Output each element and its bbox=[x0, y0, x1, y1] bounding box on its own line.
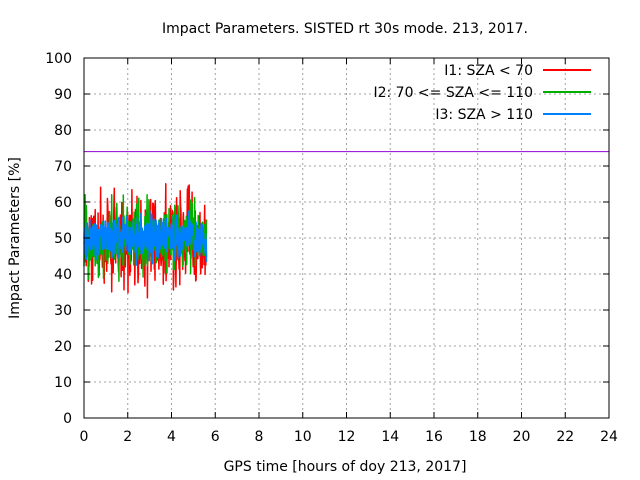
x-tick-label: 8 bbox=[255, 429, 264, 445]
y-tick-label: 40 bbox=[54, 267, 72, 283]
y-tick-label: 30 bbox=[54, 303, 72, 319]
x-tick-label: 14 bbox=[381, 429, 399, 445]
x-tick-label: 4 bbox=[167, 429, 176, 445]
x-tick-label: 0 bbox=[80, 429, 89, 445]
y-tick-label: 50 bbox=[54, 231, 72, 247]
y-tick-label: 70 bbox=[54, 159, 72, 175]
x-tick-label: 6 bbox=[211, 429, 220, 445]
legend-label-1: I1: SZA < 70 bbox=[444, 63, 533, 79]
x-tick-label: 20 bbox=[513, 429, 531, 445]
series-layer bbox=[83, 183, 208, 299]
x-tick-label: 22 bbox=[556, 429, 574, 445]
x-tick-label: 16 bbox=[425, 429, 443, 445]
x-tick-label: 18 bbox=[469, 429, 487, 445]
y-tick-label: 0 bbox=[63, 411, 72, 427]
y-tick-label: 80 bbox=[54, 123, 72, 139]
y-tick-label: 60 bbox=[54, 195, 72, 211]
x-tick-label: 2 bbox=[123, 429, 132, 445]
series-line-3 bbox=[83, 210, 208, 266]
y-tick-label: 100 bbox=[45, 51, 72, 67]
legend-label-2: I2: 70 <= SZA <= 110 bbox=[373, 85, 533, 101]
chart-title: Impact Parameters. SISTED rt 30s mode. 2… bbox=[162, 21, 528, 37]
x-tick-label: 12 bbox=[338, 429, 356, 445]
y-tick-label: 90 bbox=[54, 87, 72, 103]
y-tick-label: 20 bbox=[54, 339, 72, 355]
axis-ticks: 0 2 4 6 8 10 12 14 16 18 20 22 240102030405060708090… bbox=[45, 51, 618, 445]
x-tick-label: 10 bbox=[294, 429, 312, 445]
x-tick-label: 24 bbox=[600, 429, 618, 445]
y-axis-label: Impact Parameters [%] bbox=[7, 157, 23, 319]
grid bbox=[84, 58, 609, 418]
legend-label-3: I3: SZA > 110 bbox=[435, 107, 533, 123]
legend: I1: SZA < 70 I2: 70 <= SZA <= 110 I3: SZA … bbox=[373, 63, 591, 123]
x-axis-label: GPS time [hours of doy 213, 2017] bbox=[224, 459, 467, 475]
y-tick-label: 10 bbox=[54, 375, 72, 391]
